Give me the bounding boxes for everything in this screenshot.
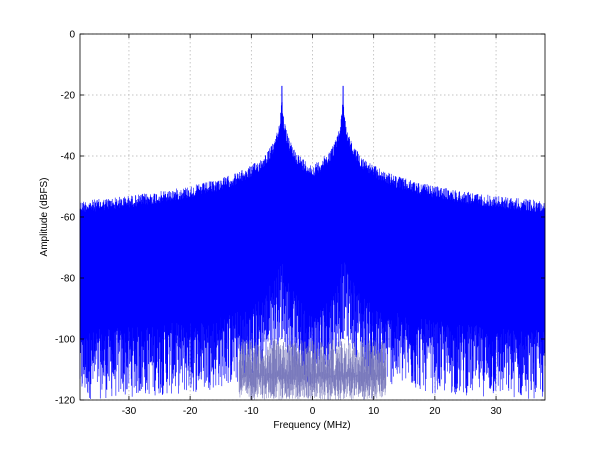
noise-dips-trace — [238, 339, 387, 400]
x-tick-label: 10 — [368, 406, 380, 417]
x-tick-label: -10 — [244, 406, 259, 417]
axis-ticks: -30 -20 -10 0 10 20 300-20-40-60-80-100-120 — [55, 30, 545, 417]
x-tick-label: 30 — [490, 406, 502, 417]
x-axis-label: Frequency (MHz) — [273, 420, 350, 431]
y-tick-label: -100 — [55, 335, 75, 346]
x-tick-label: -20 — [183, 406, 198, 417]
x-tick-label: 20 — [429, 406, 441, 417]
y-axis-label: Amplitude (dBFS) — [39, 178, 50, 257]
x-tick-label: 0 — [310, 406, 316, 417]
y-tick-label: -120 — [55, 396, 75, 407]
y-tick-label: -40 — [61, 152, 76, 163]
y-tick-label: -60 — [61, 213, 76, 224]
spectrum-series — [79, 85, 546, 400]
y-tick-label: -20 — [61, 91, 76, 102]
y-tick-label: -80 — [61, 274, 76, 285]
y-tick-label: 0 — [69, 30, 75, 41]
x-tick-label: -30 — [122, 406, 137, 417]
